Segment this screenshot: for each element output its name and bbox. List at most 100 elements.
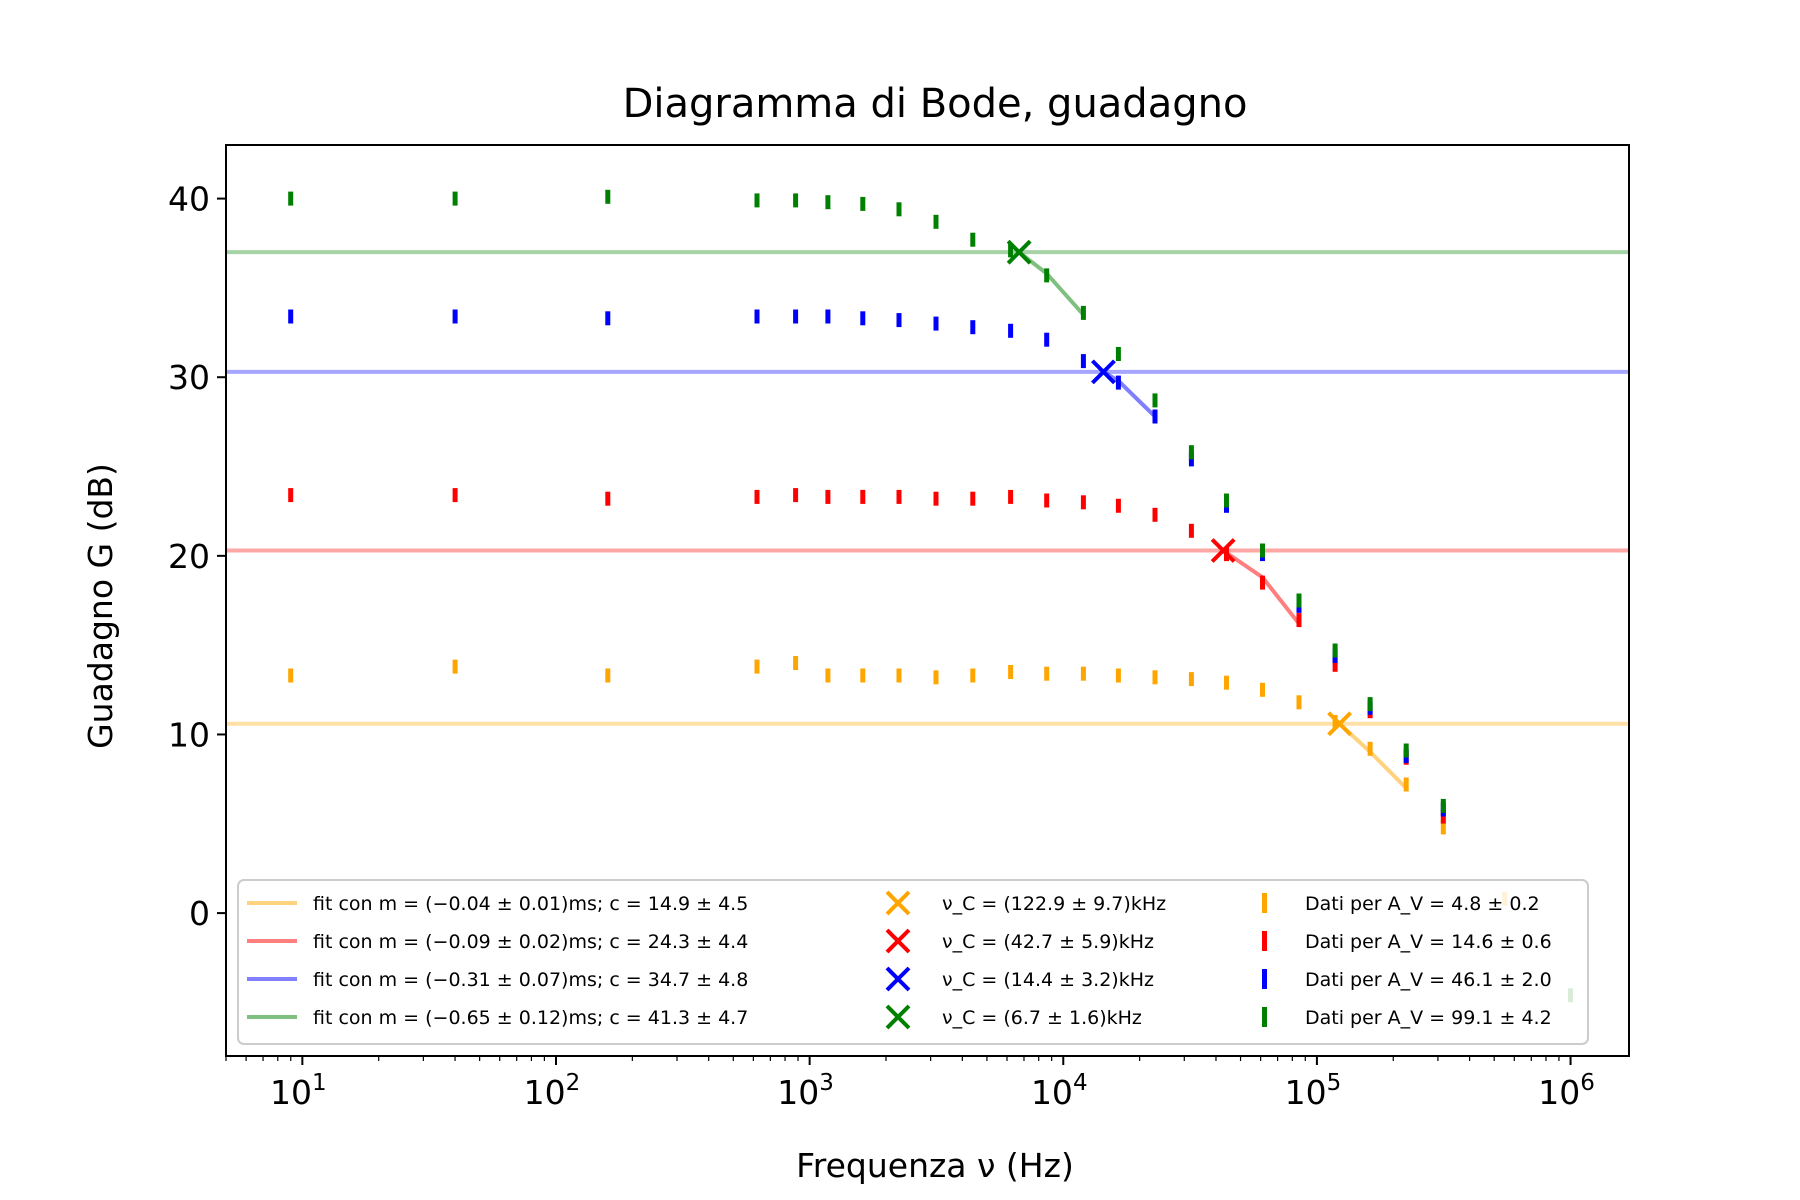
data-point-s3-4 bbox=[793, 193, 799, 208]
legend-cutoff-label-1: ν_C = (42.7 ± 5.9)kHz bbox=[942, 931, 1154, 953]
data-point-s1-17 bbox=[1260, 575, 1265, 590]
data-point-s1-13 bbox=[1115, 498, 1121, 513]
x-tick-label-4: 105 bbox=[1285, 1070, 1342, 1112]
cutoff-marker-1 bbox=[1210, 538, 1236, 563]
data-point-s3-20 bbox=[1367, 697, 1373, 712]
y-tick-label-4: 40 bbox=[168, 180, 210, 219]
chart-title: Diagramma di Bode, guadagno bbox=[623, 81, 1248, 127]
legend-cutoff-label-3: ν_C = (6.7 ± 1.6)kHz bbox=[942, 1007, 1142, 1029]
legend-data-swatch-2 bbox=[1262, 969, 1267, 989]
data-point-s2-1 bbox=[452, 309, 458, 324]
legend-fit-label-3: fit con m = (−0.65 ± 0.12)ms; c = 41.3 ±… bbox=[313, 1007, 748, 1029]
data-point-s3-13 bbox=[1115, 347, 1121, 361]
legend-fit-label-2: fit con m = (−0.31 ± 0.07)ms; c = 34.7 ±… bbox=[313, 969, 748, 991]
data-point-s2-9 bbox=[970, 320, 976, 335]
data-point-s1-0 bbox=[288, 488, 294, 503]
data-point-s3-1 bbox=[452, 191, 458, 206]
data-point-s1-11 bbox=[1044, 493, 1050, 508]
data-point-s3-10 bbox=[1008, 243, 1014, 258]
y-tick-label-2: 20 bbox=[168, 537, 210, 576]
data-point-s3-11 bbox=[1044, 268, 1050, 283]
data-point-s0-18 bbox=[1296, 695, 1302, 710]
plot-frame bbox=[225, 144, 1630, 1057]
legend: fit con m = (−0.04 ± 0.01)ms; c = 14.9 ±… bbox=[237, 879, 1589, 1045]
data-point-s2-4 bbox=[793, 309, 799, 324]
x-tick-label-3: 104 bbox=[1031, 1070, 1088, 1112]
data-point-s0-12 bbox=[1080, 666, 1086, 681]
cutoff-marker-0 bbox=[1327, 711, 1353, 737]
data-point-s1-19 bbox=[1332, 657, 1338, 672]
data-point-s3-12 bbox=[1080, 305, 1086, 320]
data-point-s1-5 bbox=[825, 489, 831, 504]
data-point-s1-14 bbox=[1152, 507, 1158, 522]
data-point-s1-3 bbox=[754, 489, 760, 504]
data-point-s2-3 bbox=[754, 309, 760, 324]
data-point-s0-15 bbox=[1188, 672, 1194, 687]
legend-cutoff-swatch-2 bbox=[885, 966, 911, 992]
data-point-s2-12 bbox=[1080, 354, 1086, 369]
data-point-s0-10 bbox=[1008, 665, 1014, 679]
data-point-s0-9 bbox=[970, 668, 976, 683]
data-point-s2-11 bbox=[1044, 332, 1050, 347]
data-point-s3-16 bbox=[1224, 493, 1229, 508]
data-point-s0-22 bbox=[1440, 820, 1446, 835]
data-point-s1-8 bbox=[933, 491, 939, 506]
data-point-s3-2 bbox=[605, 189, 611, 204]
data-point-s0-20 bbox=[1367, 741, 1373, 756]
data-point-s0-16 bbox=[1224, 675, 1229, 690]
data-point-s0-5 bbox=[825, 668, 831, 683]
legend-data-label-3: Dati per A_V = 99.1 ± 4.2 bbox=[1305, 1007, 1552, 1029]
data-point-s0-1 bbox=[452, 659, 458, 674]
legend-cutoff-label-2: ν_C = (14.4 ± 3.2)kHz bbox=[942, 969, 1154, 991]
data-point-s0-2 bbox=[605, 668, 611, 683]
y-tick-label-0: 0 bbox=[189, 894, 210, 933]
data-point-s1-2 bbox=[605, 491, 611, 506]
data-point-s2-6 bbox=[860, 311, 866, 326]
legend-fit-label-1: fit con m = (−0.09 ± 0.02)ms; c = 24.3 ±… bbox=[313, 931, 748, 953]
data-point-s0-0 bbox=[288, 668, 294, 683]
data-point-s3-5 bbox=[825, 195, 831, 210]
legend-data-swatch-0 bbox=[1262, 893, 1267, 913]
data-point-s2-8 bbox=[933, 316, 939, 331]
plot-marks bbox=[226, 189, 1629, 1003]
x-tick-label-2: 103 bbox=[777, 1070, 834, 1112]
data-point-s0-11 bbox=[1044, 666, 1050, 681]
legend-cutoff-label-0: ν_C = (122.9 ± 9.7)kHz bbox=[942, 893, 1166, 915]
legend-box bbox=[237, 879, 1589, 1045]
legend-cutoff-swatch-1 bbox=[885, 928, 911, 954]
data-point-s0-3 bbox=[754, 659, 760, 674]
data-point-s0-17 bbox=[1260, 682, 1265, 697]
data-point-s3-8 bbox=[933, 214, 939, 229]
x-tick-label-5: 106 bbox=[1538, 1070, 1595, 1112]
data-point-s2-0 bbox=[288, 309, 294, 324]
data-point-s1-1 bbox=[452, 488, 458, 503]
cutoff-marker-3 bbox=[1006, 239, 1032, 265]
y-tick-label-3: 30 bbox=[168, 358, 210, 397]
data-point-s0-8 bbox=[933, 670, 939, 685]
data-point-s0-21 bbox=[1403, 777, 1409, 792]
data-point-s2-5 bbox=[825, 309, 831, 324]
data-point-s1-6 bbox=[860, 489, 866, 504]
cutoff-marker-2 bbox=[1091, 359, 1116, 385]
data-point-s2-15 bbox=[1188, 452, 1194, 467]
legend-data-swatch-3 bbox=[1262, 1007, 1267, 1027]
legend-data-label-1: Dati per A_V = 14.6 ± 0.6 bbox=[1305, 931, 1552, 953]
legend-data-label-2: Dati per A_V = 46.1 ± 2.0 bbox=[1305, 969, 1552, 991]
data-point-s3-14 bbox=[1152, 393, 1158, 408]
data-point-s2-2 bbox=[605, 311, 611, 326]
data-point-s1-22 bbox=[1440, 809, 1446, 824]
legend-cutoff-swatch-3 bbox=[885, 1004, 911, 1030]
legend-data-label-0: Dati per A_V = 4.8 ± 0.2 bbox=[1305, 893, 1540, 915]
plot-area: 0 10 20 30 40 101 102 103 104 105 106 bbox=[168, 144, 1630, 1112]
data-point-s2-10 bbox=[1008, 323, 1014, 338]
legend-fit-label-0: fit con m = (−0.04 ± 0.01)ms; c = 14.9 ±… bbox=[313, 893, 748, 915]
data-point-s1-18 bbox=[1296, 613, 1302, 628]
data-point-s3-0 bbox=[288, 191, 294, 206]
y-axis-label: Guadagno G (dB) bbox=[81, 463, 120, 749]
data-point-s3-22 bbox=[1440, 798, 1446, 813]
legend-cutoff-swatch-0 bbox=[885, 890, 911, 916]
data-point-s0-4 bbox=[793, 656, 799, 670]
x-axis-label: Frequenza ν (Hz) bbox=[796, 1146, 1074, 1185]
x-tick-label-1: 102 bbox=[524, 1070, 581, 1112]
x-tick-label-0: 101 bbox=[270, 1070, 327, 1112]
